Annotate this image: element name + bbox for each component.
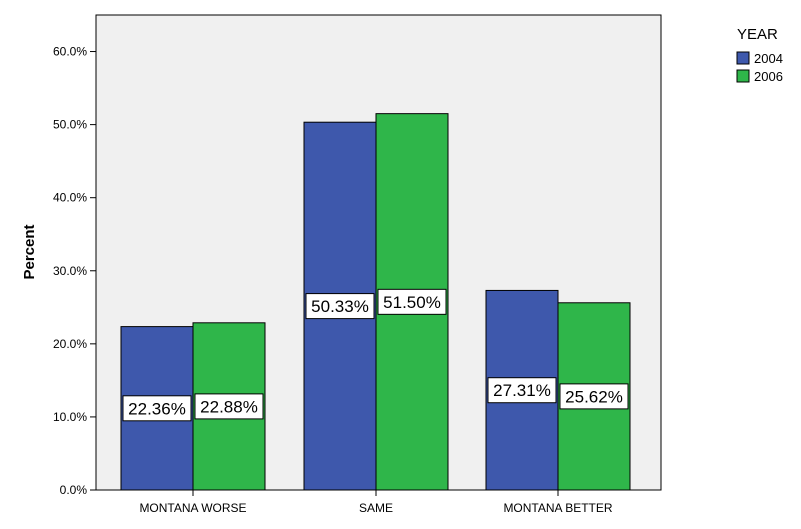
data-label-box (122, 395, 192, 422)
x-tick-label: MONTANA BETTER (503, 501, 612, 515)
y-tick-label: 40.0% (53, 191, 87, 205)
y-tick-label: 30.0% (53, 264, 87, 278)
data-label-box (487, 377, 557, 404)
data-label: 27.31% (493, 381, 551, 400)
y-tick-label: 10.0% (53, 410, 87, 424)
y-axis-label: Percent (21, 224, 38, 279)
data-label: 50.33% (311, 297, 369, 316)
x-tick-label: MONTANA WORSE (139, 501, 246, 515)
x-tick-label: SAME (359, 501, 393, 515)
legend-entry: 2006 (754, 69, 783, 84)
y-tick-label: 0.0% (60, 483, 88, 497)
y-tick-label: 60.0% (53, 45, 87, 59)
data-label: 25.62% (565, 387, 623, 406)
y-tick-label: 20.0% (53, 337, 87, 351)
data-label: 51.50% (383, 293, 441, 312)
legend-swatch (736, 69, 750, 83)
y-axis: 0.0% 10.0% 20.0% 30.0% 40.0% 50.0% 60.0% (53, 45, 96, 497)
data-label: 22.88% (200, 397, 258, 416)
legend-swatch (736, 51, 750, 65)
legend: YEAR 2004 2006 (736, 26, 783, 84)
data-label-box (559, 383, 629, 410)
data-label-box (194, 393, 264, 420)
data-label-box (377, 288, 447, 315)
data-label-box (305, 293, 375, 320)
bars: 22.36% 22.88% 50.33% 51.50% 27.31% 25.62% (120, 113, 631, 491)
data-label: 22.36% (128, 399, 186, 418)
legend-entry: 2004 (754, 51, 783, 66)
y-tick-label: 50.0% (53, 118, 87, 132)
legend-title: YEAR (737, 26, 778, 43)
x-axis: MONTANA WORSE SAME MONTANA BETTER (139, 490, 613, 515)
